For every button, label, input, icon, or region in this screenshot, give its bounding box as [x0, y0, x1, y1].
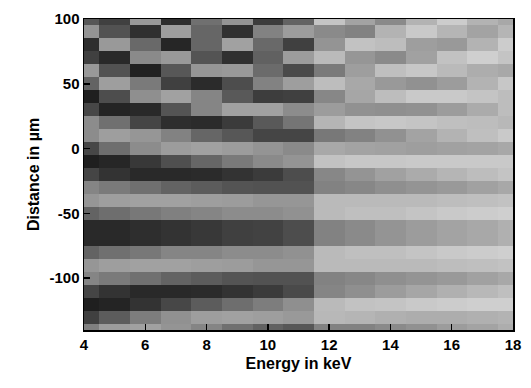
svg-text:18: 18 — [505, 336, 522, 353]
svg-text:6: 6 — [141, 336, 149, 353]
svg-text:-50: -50 — [58, 205, 80, 222]
svg-text:Energy in keV: Energy in keV — [246, 355, 352, 372]
svg-text:0: 0 — [71, 140, 79, 157]
svg-text:14: 14 — [382, 336, 399, 353]
svg-text:8: 8 — [202, 336, 210, 353]
svg-text:-100: -100 — [49, 269, 79, 286]
svg-text:12: 12 — [321, 336, 338, 353]
svg-text:100: 100 — [54, 10, 79, 27]
svg-text:16: 16 — [443, 336, 460, 353]
svg-text:50: 50 — [63, 75, 80, 92]
svg-text:Distance in µm: Distance in µm — [25, 118, 42, 231]
svg-text:10: 10 — [260, 336, 277, 353]
svg-text:4: 4 — [80, 336, 89, 353]
